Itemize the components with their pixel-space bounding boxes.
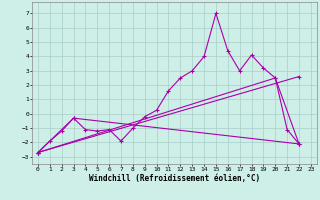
X-axis label: Windchill (Refroidissement éolien,°C): Windchill (Refroidissement éolien,°C): [89, 174, 260, 183]
